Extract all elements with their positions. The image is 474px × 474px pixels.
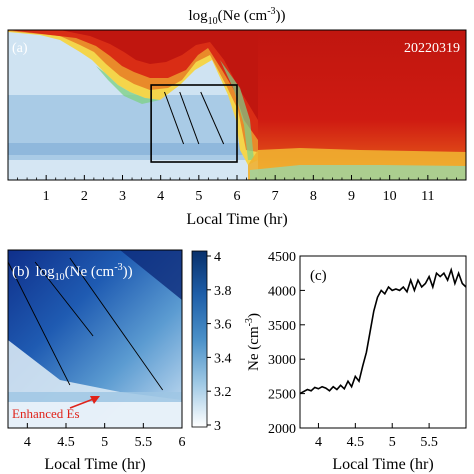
panel-b-trace-line (34, 261, 94, 337)
panel-a-xtick-label: 9 (348, 189, 355, 204)
panel-c-xlabel: Local Time (hr) (332, 456, 433, 473)
panel-a-trace-line (164, 91, 185, 145)
panel-c-xtick-label: 5.5 (420, 435, 438, 450)
panel-c-label: (c) (310, 268, 327, 284)
panel-a-xtick-label: 7 (272, 189, 279, 204)
colorbar-tick-label: 3.2 (214, 385, 232, 400)
panel-c-series-line (299, 267, 467, 395)
panel-c-xtick-label: 4 (315, 435, 322, 450)
panel-b-frame: 4 4.5 5 5.5 6 (7, 249, 186, 450)
panel-a-trace-line (200, 91, 225, 145)
panel-b-trace-line (69, 257, 164, 391)
panel-c-xtick-label: 5 (389, 435, 396, 450)
panel-c-ytick-label: 2500 (268, 388, 296, 403)
panel-c-ytick-label: 4000 (268, 284, 296, 299)
panel-a-frame: 1 2 3 4 5 6 7 8 9 10 11 (7, 29, 467, 204)
panel-a-xtick-label: 10 (383, 189, 397, 204)
panel-c-xtick-label: 4.5 (347, 435, 365, 450)
panel-b-annotation: Enhanced Es (12, 406, 80, 421)
panel-a-date: 20220319 (404, 41, 460, 56)
panel-a-xtick-label: 6 (234, 189, 241, 204)
panel-c-ytick-label: 3000 (268, 353, 296, 368)
panel-b-label: (b) log10(Ne (cm-3)) (12, 262, 133, 283)
panel-b-xtick-label: 6 (179, 435, 186, 450)
panel-a-xtick-label: 5 (195, 189, 202, 204)
colorbar-tick-label: 3.4 (214, 351, 232, 366)
panel-a-xtick-label: 1 (43, 189, 50, 204)
panel-b-xtick-label: 5.5 (135, 435, 153, 450)
panel-b-annotation-arrow (69, 396, 100, 409)
panel-a-trace-line (179, 91, 200, 145)
colorbar-tick-label: 3 (214, 419, 221, 434)
panel-b-trace-line (7, 261, 71, 386)
panel-b-xlabel: Local Time (hr) (44, 456, 145, 473)
panel-a-title: log10(Ne (cm-3)) (188, 6, 285, 27)
colorbar-tick-label: 4 (214, 250, 221, 265)
colorbar-tick-label: 3.6 (214, 318, 232, 333)
colorbar (191, 250, 208, 428)
panel-a-heatmap (8, 30, 466, 180)
panel-a-zoom-box (150, 84, 238, 163)
panel-c-ylabel: Ne (cm-3) (244, 313, 262, 371)
panel-c-ytick-label: 2000 (268, 422, 296, 437)
panel-c-frame (299, 255, 467, 429)
panel-a-xtick-label: 4 (157, 189, 164, 204)
panel-a-xlabel: Local Time (hr) (186, 211, 287, 228)
panel-c-ytick-label: 3500 (268, 319, 296, 334)
panel-b-xtick-label: 5 (101, 435, 108, 450)
panel-a-xtick-label: 3 (119, 189, 126, 204)
panel-b-xtick-label: 4 (24, 435, 31, 450)
panel-b-xtick-label: 4.5 (57, 435, 75, 450)
panel-a-xtick-label: 11 (421, 189, 434, 204)
panel-a-xtick-label: 8 (310, 189, 317, 204)
panel-c-ytick-label: 4500 (268, 250, 296, 265)
panel-a-xtick-label: 2 (81, 189, 88, 204)
colorbar-tick-label: 3.8 (214, 284, 232, 299)
panel-a-label: (a) (12, 41, 28, 56)
